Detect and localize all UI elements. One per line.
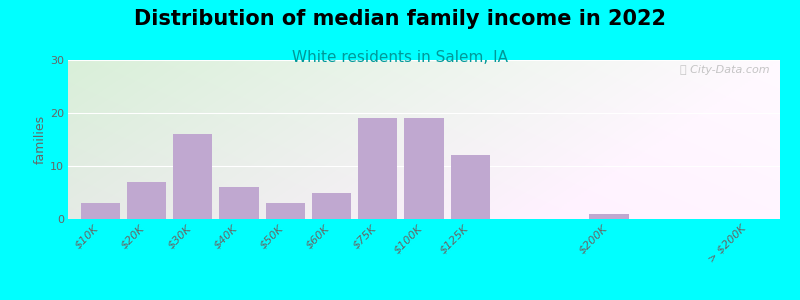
Bar xyxy=(358,118,398,219)
Bar xyxy=(312,193,351,219)
Bar xyxy=(450,155,490,219)
Text: ⓘ City-Data.com: ⓘ City-Data.com xyxy=(680,65,770,75)
Y-axis label: families: families xyxy=(34,115,47,164)
Bar xyxy=(590,214,629,219)
Bar xyxy=(219,187,258,219)
Bar xyxy=(173,134,213,219)
Text: Distribution of median family income in 2022: Distribution of median family income in … xyxy=(134,9,666,29)
Text: White residents in Salem, IA: White residents in Salem, IA xyxy=(292,50,508,64)
Bar xyxy=(404,118,444,219)
Bar xyxy=(127,182,166,219)
Bar xyxy=(81,203,120,219)
Bar xyxy=(266,203,305,219)
